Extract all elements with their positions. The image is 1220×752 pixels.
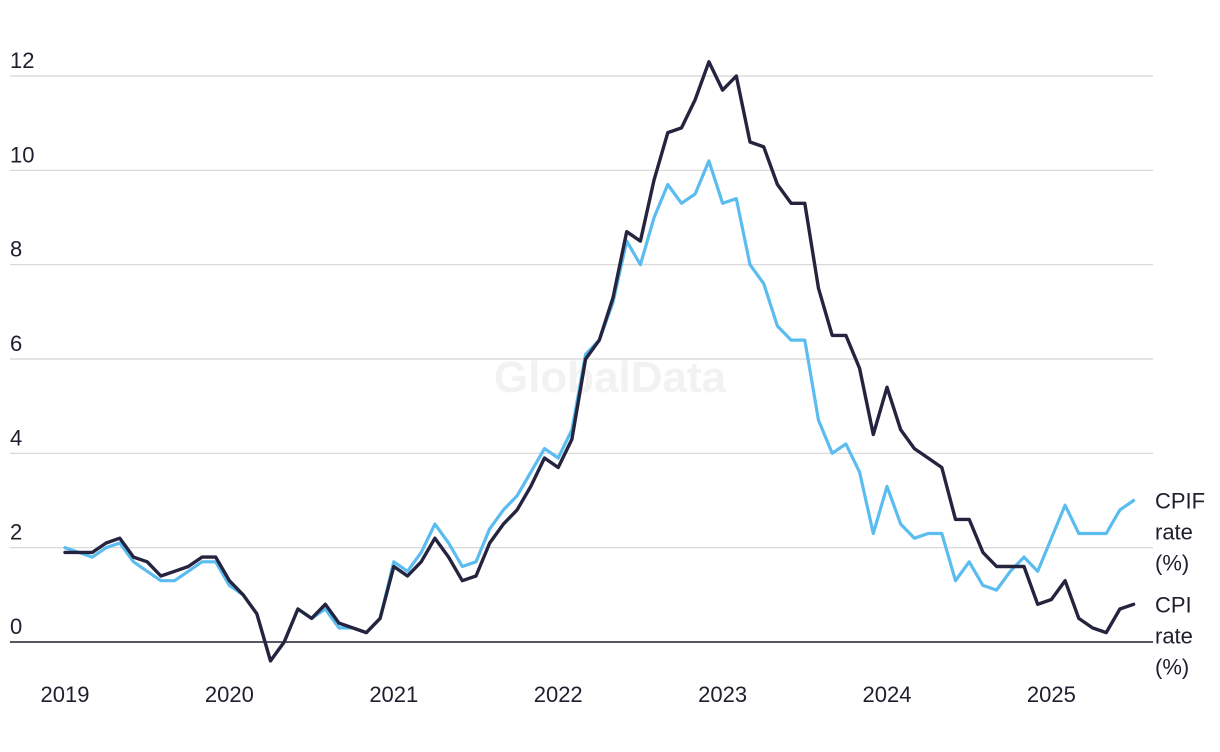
x-tick-label: 2023 [698,682,747,707]
cpif-rate-label: CPIF [1155,489,1205,514]
series-lines [63,60,1136,663]
gridlines [10,75,1153,643]
y-tick-label: 8 [10,237,22,262]
y-tick-label: 10 [10,142,34,167]
y-tick-label: 12 [10,48,34,73]
x-tick-label: 2019 [41,682,90,707]
y-tick-label: 6 [10,331,22,356]
series-labels: CPIF rate (%) CPI rate (%) [1155,489,1205,680]
watermark: GlobalData [494,353,727,402]
cpif-rate-line [63,159,1136,663]
x-tick-label: 2025 [1027,682,1076,707]
x-tick-label: 2022 [534,682,583,707]
cpi-rate-label: rate [1155,623,1193,648]
cpif-rate-label: (%) [1155,551,1189,576]
cpi-rate-label: CPI [1155,592,1192,617]
cpif-rate-label: rate [1155,520,1193,545]
y-tick-label: 4 [10,425,22,450]
x-tick-label: 2024 [863,682,912,707]
cpi-rate-line [63,60,1136,663]
y-axis-ticks: 0 2 4 6 8 10 12 [10,48,34,639]
y-tick-label: 2 [10,520,22,545]
x-axis-ticks: 2019 2020 2021 2022 2023 2024 2025 [41,682,1076,707]
x-tick-label: 2020 [205,682,254,707]
cpi-rate-label: (%) [1155,654,1189,679]
y-tick-label: 0 [10,614,22,639]
x-tick-label: 2021 [369,682,418,707]
